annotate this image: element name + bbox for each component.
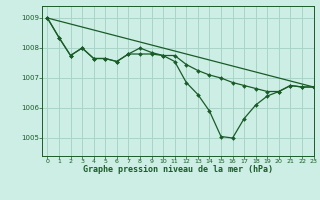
- X-axis label: Graphe pression niveau de la mer (hPa): Graphe pression niveau de la mer (hPa): [83, 165, 273, 174]
